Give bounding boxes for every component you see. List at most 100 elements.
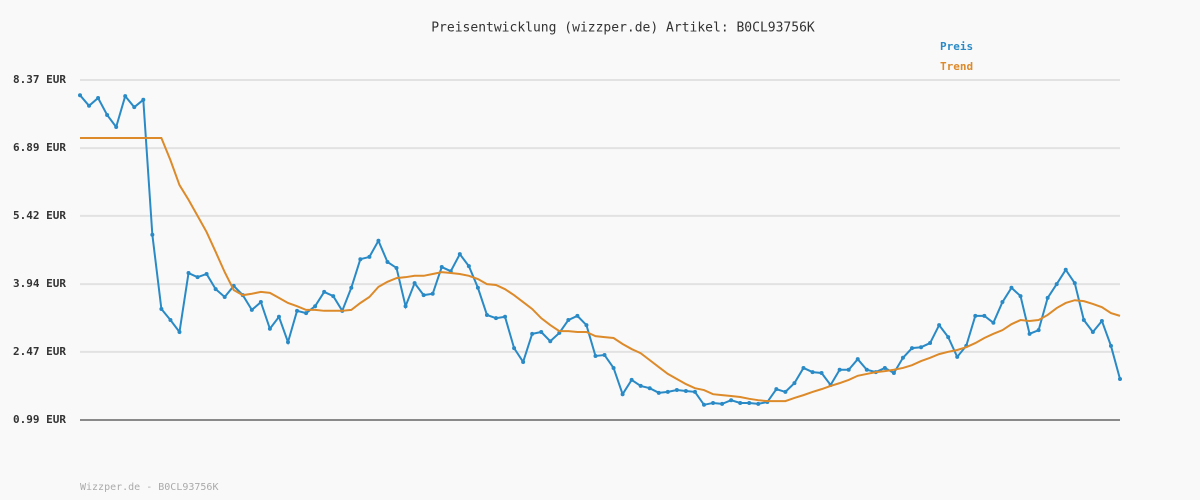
data-point [647,386,652,391]
data-point [466,264,471,269]
data-point [358,257,363,262]
y-tick-label: 2.47 EUR [13,345,66,358]
data-point [286,340,290,345]
data-point [204,271,209,276]
data-point [982,313,987,318]
data-point [141,97,146,102]
legend-label: Trend [940,60,973,73]
data-point [403,304,408,309]
chart-title: Preisentwicklung (wizzper.de) Artikel: B… [431,21,815,36]
data-point [132,105,137,110]
data-point [1072,281,1077,286]
data-point [1036,328,1041,333]
data-point [503,314,508,319]
data-point [928,341,933,346]
data-point [412,281,417,286]
data-point [457,252,462,257]
data-point [123,94,128,99]
data-point [683,388,688,393]
data-point [195,275,200,280]
data-point [78,93,82,98]
data-point [783,389,788,394]
data-point [792,381,797,386]
data-point [1090,330,1095,335]
data-point [331,294,336,299]
data-point [349,285,354,290]
data-point [521,359,526,364]
data-point [367,254,372,259]
data-point [711,400,716,405]
data-point [702,402,706,407]
data-point [276,314,281,319]
data-point [891,371,896,376]
data-point [512,346,517,351]
data-point [1108,343,1113,348]
data-point [258,300,263,305]
data-point [168,318,173,323]
data-point [801,365,806,370]
data-point [602,353,607,358]
data-point [114,124,119,129]
data-point [313,304,318,309]
y-tick-label: 6.89 EUR [13,141,66,154]
y-tick-label: 5.42 EUR [13,209,66,222]
data-point [96,95,101,100]
data-point [837,367,842,372]
data-point [864,367,869,372]
data-point [304,311,309,316]
data-point [394,265,399,270]
data-point [584,323,589,328]
data-point [910,346,914,351]
data-point [629,377,634,382]
data-point [1018,294,1023,299]
data-point [1063,267,1068,272]
data-point [484,312,489,317]
series-line [80,137,1121,403]
data-point [810,370,815,375]
data-point [530,331,535,336]
legend-label: Preis [940,40,973,53]
data-point [1045,295,1050,300]
data-point [900,355,905,360]
data-point [1099,318,1104,323]
data-point [611,365,616,370]
data-point [475,285,480,290]
data-point [919,345,924,350]
data-point [819,371,824,376]
data-point [738,400,743,405]
data-point [186,271,191,276]
data-point [1118,376,1122,381]
data-point [1009,285,1014,290]
data-point [575,313,580,318]
data-point [430,291,435,296]
data-point [105,113,110,118]
data-point [87,103,92,108]
data-point [159,306,164,311]
data-point [267,326,272,331]
footer: Wizzper.de - B0CL93756K [80,482,218,493]
data-point [720,401,725,406]
y-tick-label: 3.94 EUR [13,277,66,290]
data-point [494,316,498,321]
data-point [1027,331,1032,336]
data-point [1081,318,1086,323]
data-point [692,389,697,394]
data-point [774,387,779,392]
data-point [665,389,670,394]
series-line [79,94,1121,406]
data-point [855,357,860,362]
data-point [620,392,625,397]
data-point [385,259,390,264]
data-point [656,390,661,395]
data-point [973,313,978,318]
data-point [674,388,679,393]
data-point [548,339,553,344]
y-tick-label: 8.37 EUR [13,73,66,86]
data-point [1000,300,1005,305]
data-point [946,335,951,340]
data-point [566,318,571,323]
data-point [322,289,327,294]
data-point [150,232,155,237]
